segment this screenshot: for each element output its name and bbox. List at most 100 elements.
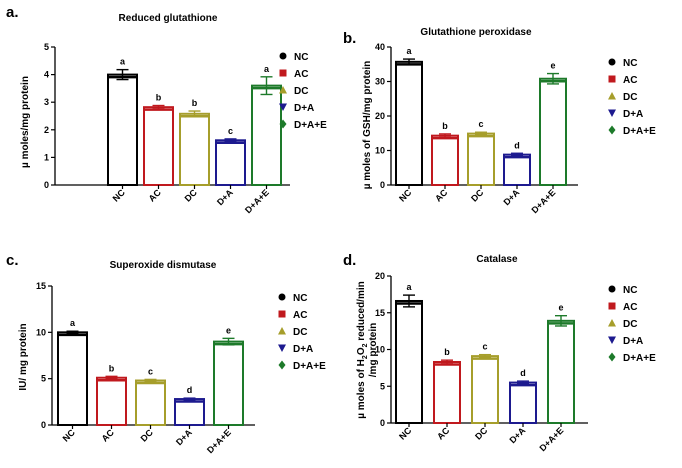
x-tick-label: D+A+E — [537, 425, 565, 453]
y-tick-label: 0 — [41, 420, 46, 430]
significance-letter: b — [156, 93, 162, 103]
y-axis-label: IU/ mg protein — [18, 323, 29, 390]
legend-marker — [279, 52, 287, 60]
legend-marker — [608, 109, 616, 117]
legend-label: NC — [623, 58, 637, 69]
legend-marker — [608, 58, 616, 66]
legend-label: AC — [623, 302, 637, 313]
y-tick-label: 5 — [380, 381, 385, 391]
bar-ac — [433, 360, 461, 424]
bar-ac — [96, 376, 127, 426]
y-tick-label: 5 — [41, 374, 46, 384]
legend-label: D+A+E — [293, 361, 326, 372]
legend-label: NC — [623, 285, 637, 296]
y-axis-label-part: reduced/min — [356, 281, 367, 343]
bar-d-a-e — [547, 319, 575, 424]
legend-label: NC — [293, 293, 307, 304]
significance-letter: a — [406, 46, 412, 56]
legend-label: D+A — [623, 336, 643, 347]
y-tick-label: 20 — [375, 271, 385, 281]
legend-label: D+A — [294, 103, 314, 114]
y-tick-label: 0 — [380, 418, 385, 428]
bar-d-a — [503, 153, 531, 186]
legend-marker — [278, 360, 286, 370]
y-axis-label-part: µ moles of H — [356, 359, 367, 419]
chart-title: Catalase — [476, 254, 518, 265]
legend: NC AC DC D+A D+A+E — [608, 285, 656, 364]
significance-letter: b — [109, 363, 115, 373]
bar-dc — [467, 132, 495, 186]
chart-panel-1: a. Reduced glutathione µ moles/mg protein 0… — [6, 4, 327, 215]
legend-marker — [278, 327, 286, 335]
legend-label: DC — [294, 86, 308, 97]
x-tick-label: DC — [139, 427, 156, 444]
significance-letter: a — [70, 318, 76, 328]
y-tick-label: 0 — [380, 180, 385, 190]
chart-title: Superoxide dismutase — [110, 260, 217, 271]
x-tick-label: D+A+E — [243, 187, 271, 215]
bar-d-a — [509, 381, 537, 425]
y-tick-label: 5 — [44, 42, 49, 52]
significance-letter: b — [442, 121, 448, 131]
bar-ac — [143, 106, 174, 186]
y-tick-label: 1 — [44, 152, 49, 162]
x-tick-label: DC — [469, 187, 486, 204]
legend-marker — [279, 86, 287, 94]
legend-label: AC — [293, 310, 307, 321]
legend-marker — [608, 319, 616, 327]
bar-nc — [395, 60, 423, 186]
bar-d-a-e — [213, 340, 244, 427]
x-tick-label: NC — [397, 187, 414, 204]
y-tick-label: 10 — [375, 345, 385, 355]
chart-panel-3: c. Superoxide dismutase IU/ mg protein 0 5 10… — [6, 252, 326, 455]
y-tick-label: 3 — [44, 97, 49, 107]
legend-marker — [608, 125, 616, 135]
legend-label: D+A+E — [623, 353, 656, 364]
x-tick-label: AC — [100, 427, 117, 444]
x-tick-label: AC — [435, 425, 452, 442]
panel-letter: c. — [6, 252, 19, 269]
legend: NC AC DC D+A D+A+E — [608, 58, 656, 137]
bar-dc — [135, 379, 166, 426]
bar-d-a-e — [251, 84, 282, 186]
y-axis-label-part: 2 — [362, 355, 369, 359]
bar-d-a — [174, 398, 205, 427]
significance-letter: c — [148, 366, 153, 376]
panel-letter: b. — [343, 30, 356, 47]
significance-letter: d — [514, 140, 520, 150]
legend-marker — [608, 75, 616, 83]
y-axis-label: µ moles of GSH/mg protein — [362, 61, 373, 190]
significance-letter: a — [120, 57, 126, 67]
legend-label: D+A+E — [623, 126, 656, 137]
y-tick-label: 15 — [36, 281, 46, 291]
legend-marker — [279, 69, 287, 77]
legend-marker — [279, 103, 287, 111]
significance-letter: b — [444, 347, 450, 357]
bar-ac — [431, 134, 459, 186]
legend-label: D+A — [623, 109, 643, 120]
legend-marker — [278, 344, 286, 352]
x-tick-label: D+A+E — [205, 427, 233, 455]
significance-letter: e — [226, 325, 231, 335]
legend-label: DC — [623, 319, 637, 330]
bar-dc — [471, 355, 499, 424]
significance-letter: b — [192, 98, 198, 108]
y-axis-label-part: O — [356, 347, 367, 355]
chart-title: Glutathione peroxidase — [420, 27, 532, 38]
legend-marker — [608, 336, 616, 344]
bar-nc — [107, 73, 138, 186]
y-tick-label: 15 — [375, 308, 385, 318]
legend-label: DC — [293, 327, 307, 338]
significance-letter: d — [187, 385, 193, 395]
bar-d-a — [215, 139, 246, 186]
y-tick-label: 30 — [375, 77, 385, 87]
x-tick-label: DC — [183, 187, 200, 204]
legend-label: NC — [294, 52, 308, 63]
y-tick-label: 10 — [36, 327, 46, 337]
x-tick-label: D+A+E — [529, 187, 557, 215]
bar-dc — [179, 112, 210, 186]
legend-marker — [279, 119, 287, 129]
significance-letter: a — [406, 282, 412, 292]
